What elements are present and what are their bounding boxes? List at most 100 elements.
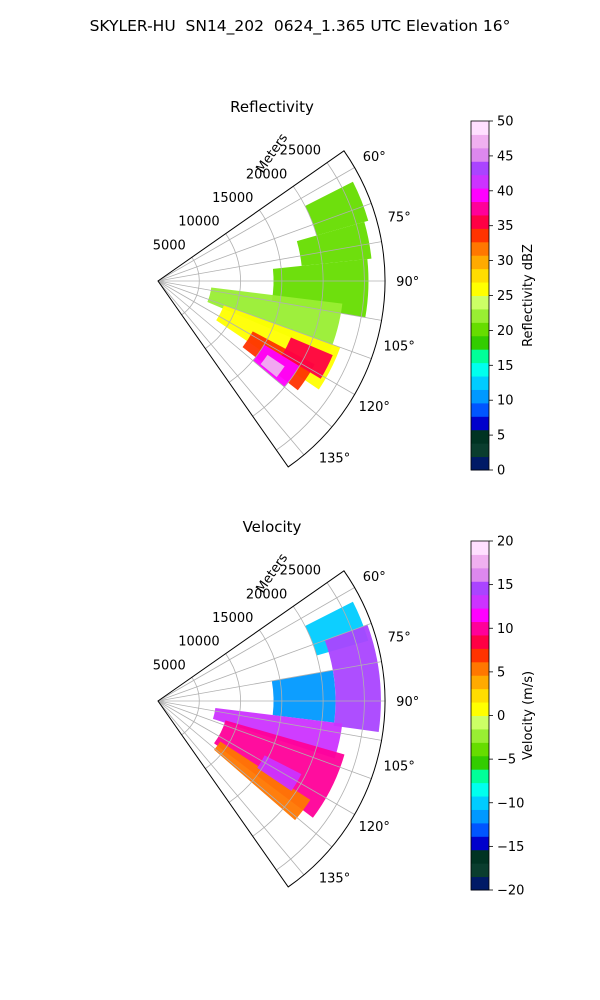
colorbar-tick-label: 20 <box>497 535 514 550</box>
colorbar-tick-label: −5 <box>497 753 516 768</box>
r-tick-label: 5000 <box>153 238 186 253</box>
colorbar-swatch <box>471 456 489 471</box>
colorbar-swatch <box>471 188 489 203</box>
radar-panel-2: 60° 75° 90° 105° 120° 135° 5000 10000 15000 20000… <box>153 518 536 899</box>
azimuth-gridline <box>157 587 355 702</box>
colorbar-swatch <box>471 782 489 797</box>
colorbar-swatch <box>471 648 489 663</box>
colorbar-swatch <box>471 849 489 864</box>
r-tick-label: 15000 <box>212 611 253 626</box>
colorbar-swatch <box>471 147 489 162</box>
colorbar-swatch <box>471 214 489 229</box>
colorbar-swatch <box>471 863 489 878</box>
colorbar-label: Reflectivity dBZ <box>521 244 536 347</box>
colorbar-swatch <box>471 755 489 770</box>
theta-tick-label: 60° <box>363 570 386 585</box>
colorbar-swatch <box>471 268 489 283</box>
theta-tick-label: 75° <box>388 630 411 645</box>
colorbar-swatch <box>471 241 489 256</box>
theta-tick-label: 105° <box>384 760 415 775</box>
colorbar: −20 −15 −10 −5 0 5 10 15 20 Velocity (m/s) <box>470 535 536 899</box>
azimuth-gridline <box>157 280 305 456</box>
colorbar-swatch <box>471 554 489 569</box>
colorbar-swatch <box>471 796 489 810</box>
azimuth-gridline <box>157 280 355 395</box>
colorbar-swatch <box>471 769 489 784</box>
colorbar-swatch <box>471 201 489 216</box>
data-region <box>260 354 285 378</box>
colorbar-swatch <box>471 688 489 703</box>
r-tick-label: 10000 <box>178 215 219 230</box>
colorbar-swatch <box>471 621 489 636</box>
theta-tick-label: 120° <box>359 400 390 415</box>
panel-title: Velocity <box>243 518 302 536</box>
azimuth-gridline <box>157 280 372 360</box>
polar-frame <box>157 570 386 888</box>
theta-tick-label: 135° <box>319 872 350 887</box>
r-tick-label: 5000 <box>153 658 186 673</box>
data-region <box>281 337 333 379</box>
theta-tick-label: 135° <box>319 452 350 467</box>
colorbar-swatch <box>471 402 489 417</box>
colorbar-label: Velocity (m/s) <box>521 671 536 760</box>
data-region <box>324 624 381 733</box>
colorbar-swatch <box>471 581 489 596</box>
colorbar-swatch <box>471 594 489 609</box>
colorbar-swatch <box>471 742 489 757</box>
colorbar-swatch <box>471 728 489 743</box>
azimuth-gridline <box>157 700 382 741</box>
colorbar-swatch <box>471 389 489 404</box>
azimuth-gridline <box>157 280 382 321</box>
colorbar-swatch <box>471 121 489 135</box>
colorbar-tick-label: 10 <box>497 394 514 409</box>
theta-tick-label: 120° <box>359 820 390 835</box>
colorbar-tick-label: 15 <box>497 359 514 374</box>
colorbar-tick-label: 15 <box>497 578 514 593</box>
colorbar-swatch <box>471 255 489 270</box>
panel-title: Reflectivity <box>230 98 314 116</box>
colorbar-swatch <box>471 541 489 555</box>
colorbar: 0 5 10 15 20 25 30 35 40 45 50 Reflectivity dBZ <box>470 115 536 479</box>
azimuth-gridline <box>157 622 372 702</box>
colorbar-swatch <box>471 608 489 623</box>
colorbar-swatch <box>471 822 489 837</box>
colorbar-swatch <box>471 876 489 891</box>
colorbar-swatch <box>471 161 489 176</box>
colorbar-tick-label: 35 <box>497 219 514 234</box>
data-region <box>296 221 372 266</box>
theta-tick-label: 90° <box>396 695 419 710</box>
colorbar-swatch <box>471 322 489 337</box>
azimuth-gridline <box>157 202 372 282</box>
colorbar-tick-label: 0 <box>497 464 505 479</box>
azimuth-gridline <box>157 700 305 876</box>
r-tick-label: 25000 <box>280 144 321 159</box>
colorbar-tick-label: 30 <box>497 254 514 269</box>
colorbar-swatch <box>471 702 489 716</box>
colorbar-swatch <box>471 809 489 824</box>
colorbar-swatch <box>471 335 489 350</box>
radar-panel-1: 60° 75° 90° 105° 120° 135° 5000 10000 15000 20000… <box>153 98 536 479</box>
r-tick-label: 20000 <box>246 587 287 602</box>
colorbar-tick-label: 0 <box>497 709 505 724</box>
colorbar-swatch <box>471 661 489 676</box>
colorbar-swatch <box>471 836 489 851</box>
azimuth-gridline <box>157 700 372 780</box>
colorbar-swatch <box>471 376 489 390</box>
colorbar-swatch <box>471 416 489 431</box>
azimuth-gridline <box>157 280 333 428</box>
colorbar-swatch <box>471 295 489 310</box>
r-tick-label: 10000 <box>178 635 219 650</box>
theta-tick-label: 75° <box>388 210 411 225</box>
colorbar-tick-label: 45 <box>497 149 514 164</box>
azimuth-gridline <box>157 167 355 282</box>
colorbar-tick-label: −20 <box>497 884 524 899</box>
colorbar-tick-label: 10 <box>497 622 514 637</box>
data-region <box>214 741 311 821</box>
polar-frame <box>157 150 386 468</box>
colorbar-swatch <box>471 567 489 582</box>
colorbar-swatch <box>471 134 489 149</box>
r-tick-label: 15000 <box>212 191 253 206</box>
colorbar-swatch <box>471 443 489 458</box>
theta-tick-label: 90° <box>396 275 419 290</box>
